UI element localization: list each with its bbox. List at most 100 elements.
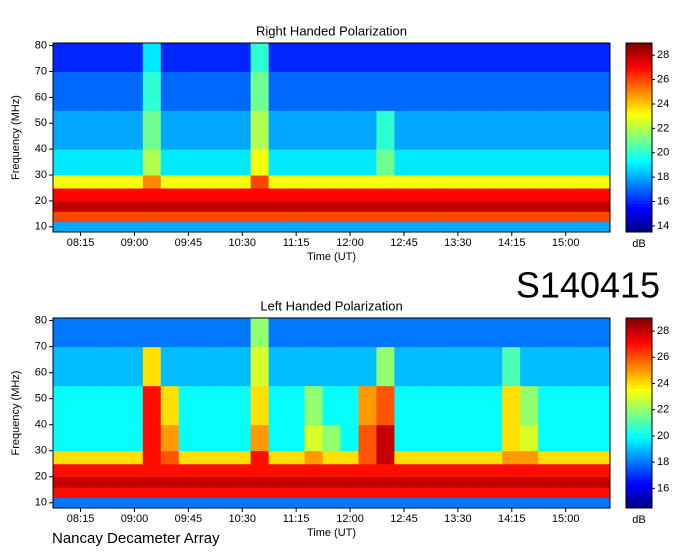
heat-cell bbox=[160, 211, 180, 223]
heat-cell bbox=[538, 71, 557, 111]
heat-cell bbox=[538, 175, 557, 189]
heat-cell bbox=[142, 110, 162, 150]
colorbar-segment bbox=[626, 482, 652, 487]
heat-cell bbox=[88, 497, 108, 509]
heat-cell bbox=[484, 497, 503, 509]
colorbar-tick-label: 18 bbox=[657, 171, 669, 183]
colorbar-segment bbox=[626, 93, 652, 98]
heat-cell bbox=[322, 43, 341, 72]
heat-cell bbox=[53, 346, 72, 387]
heat-cell bbox=[412, 450, 431, 465]
heat-cell bbox=[376, 43, 395, 72]
heat-cell bbox=[394, 318, 413, 348]
heat-cell bbox=[448, 175, 467, 189]
colorbar-segment bbox=[626, 504, 652, 509]
plot-frame bbox=[52, 317, 611, 509]
heat-cell bbox=[304, 385, 324, 426]
heat-cell bbox=[304, 463, 324, 478]
heat-cell bbox=[502, 318, 521, 348]
heat-cell bbox=[214, 424, 234, 452]
x-tick-label: 14:15 bbox=[498, 237, 526, 249]
heat-cell bbox=[286, 424, 306, 452]
heat-cell bbox=[53, 200, 72, 212]
heat-cell bbox=[412, 43, 431, 72]
heat-cell bbox=[376, 187, 395, 202]
heat-cell bbox=[520, 149, 539, 176]
heat-cell bbox=[232, 476, 252, 488]
heat-cell bbox=[178, 43, 198, 72]
heat-cell bbox=[196, 200, 216, 212]
heat-cell bbox=[53, 211, 72, 223]
heat-cell bbox=[322, 187, 341, 202]
heat-cell bbox=[160, 200, 180, 212]
heat-cell bbox=[592, 497, 611, 509]
heat-cell bbox=[430, 463, 449, 478]
heat-cell bbox=[556, 318, 575, 348]
heat-cell bbox=[178, 450, 198, 465]
heat-cell bbox=[340, 476, 359, 488]
heat-cell bbox=[358, 385, 377, 426]
x-tick-label: 12:00 bbox=[336, 513, 364, 525]
colorbar-segment bbox=[626, 485, 652, 490]
heat-cell bbox=[124, 175, 144, 189]
heat-cell bbox=[394, 175, 413, 189]
colorbar-segment bbox=[626, 432, 652, 436]
heat-cell bbox=[430, 43, 449, 72]
heat-cell bbox=[196, 497, 216, 509]
heat-cell bbox=[232, 187, 252, 202]
heat-cell bbox=[160, 187, 180, 202]
heat-cell bbox=[268, 463, 288, 478]
heat-cell bbox=[232, 110, 252, 150]
heat-cell bbox=[538, 318, 557, 348]
heat-cell bbox=[340, 450, 359, 465]
heat-cell bbox=[53, 476, 72, 488]
colorbar-segment bbox=[626, 169, 652, 173]
heat-cell bbox=[268, 110, 288, 150]
colorbar-segment bbox=[626, 425, 652, 430]
heat-cell bbox=[142, 346, 162, 387]
heat-cell bbox=[178, 463, 198, 478]
heat-cell bbox=[340, 385, 359, 426]
heat-cell bbox=[358, 71, 377, 111]
colorbar-segment bbox=[626, 143, 652, 148]
heat-cell bbox=[394, 476, 413, 488]
heat-cell bbox=[484, 318, 503, 348]
heat-cell bbox=[160, 43, 180, 72]
heat-cell bbox=[340, 200, 359, 212]
colorbar-segment bbox=[626, 115, 652, 120]
heat-cell bbox=[538, 476, 557, 488]
heat-cell bbox=[286, 187, 306, 202]
heat-cell bbox=[376, 175, 395, 189]
colorbar-segment bbox=[626, 343, 652, 347]
heat-cell bbox=[592, 149, 611, 176]
colorbar-segment bbox=[626, 184, 652, 189]
colorbar-segment bbox=[626, 349, 652, 354]
colorbar-segment bbox=[626, 175, 652, 179]
heat-cell bbox=[592, 463, 611, 478]
heat-cell bbox=[502, 487, 521, 499]
heat-cell bbox=[520, 200, 539, 212]
heat-cell bbox=[556, 175, 575, 189]
colorbar-segment bbox=[626, 356, 652, 360]
heat-cell bbox=[196, 110, 216, 150]
colorbar-segment bbox=[626, 371, 652, 376]
colorbar-segment bbox=[626, 216, 652, 220]
colorbar-segment bbox=[626, 128, 652, 132]
heat-cell bbox=[502, 149, 521, 176]
heat-cell bbox=[466, 221, 485, 233]
heat-cell bbox=[358, 200, 377, 212]
heat-cell bbox=[484, 487, 503, 499]
heat-cell bbox=[412, 385, 431, 426]
heat-cell bbox=[232, 211, 252, 223]
heat-cell bbox=[574, 346, 593, 387]
colorbar-segment bbox=[626, 384, 652, 389]
heat-cell bbox=[502, 463, 521, 478]
y-tick-label: 40 bbox=[35, 143, 47, 155]
x-tick-label: 09:00 bbox=[121, 513, 149, 525]
heat-cell bbox=[178, 110, 198, 150]
heat-cell bbox=[286, 346, 306, 387]
colorbar-segment bbox=[626, 102, 652, 107]
heat-cell bbox=[358, 497, 377, 509]
heat-cell bbox=[592, 346, 611, 387]
